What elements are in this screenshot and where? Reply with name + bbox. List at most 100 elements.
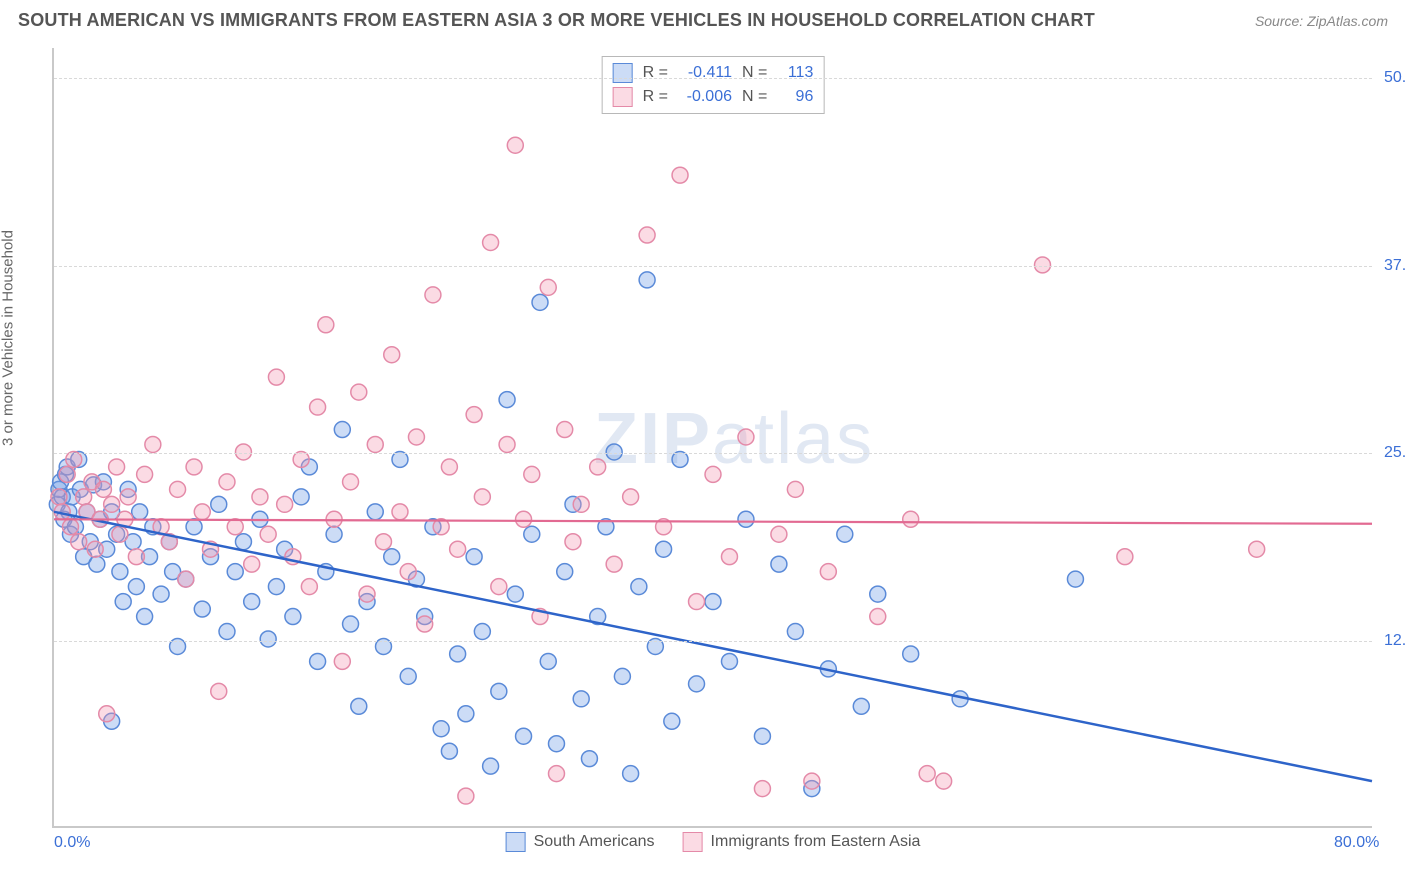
y-tick-label: 50.0% — [1384, 69, 1406, 87]
stat-n-value: 96 — [777, 85, 813, 109]
scatter-point — [260, 526, 276, 542]
scatter-point — [820, 564, 836, 580]
scatter-point — [441, 743, 457, 759]
scatter-point — [466, 407, 482, 423]
scatter-point — [804, 773, 820, 789]
scatter-point — [474, 489, 490, 505]
scatter-point — [754, 728, 770, 744]
scatter-point — [211, 683, 227, 699]
bottom-legend-item: South Americans — [506, 832, 655, 852]
scatter-point — [507, 137, 523, 153]
chart-title: SOUTH AMERICAN VS IMMIGRANTS FROM EASTER… — [18, 10, 1095, 31]
scatter-point — [548, 736, 564, 752]
scatter-point — [95, 481, 111, 497]
scatter-point — [672, 167, 688, 183]
scatter-point — [664, 713, 680, 729]
scatter-point — [573, 691, 589, 707]
stats-legend-row: R =-0.006N =96 — [613, 85, 814, 109]
scatter-point — [565, 534, 581, 550]
scatter-point — [771, 556, 787, 572]
scatter-point — [137, 609, 153, 625]
scatter-point — [458, 706, 474, 722]
scatter-point — [738, 429, 754, 445]
scatter-point — [89, 556, 105, 572]
scatter-point — [334, 422, 350, 438]
gridline — [54, 641, 1372, 642]
scatter-point — [483, 235, 499, 251]
scatter-point — [557, 422, 573, 438]
scatter-point — [120, 489, 136, 505]
scatter-point — [738, 511, 754, 527]
scatter-point — [219, 624, 235, 640]
scatter-point — [178, 571, 194, 587]
scatter-point — [919, 766, 935, 782]
scatter-point — [367, 437, 383, 453]
y-tick-label: 37.5% — [1384, 257, 1406, 275]
scatter-point — [903, 511, 919, 527]
legend-swatch — [613, 87, 633, 107]
scatter-point — [227, 564, 243, 580]
gridline — [54, 453, 1372, 454]
scatter-point — [112, 564, 128, 580]
legend-swatch — [613, 63, 633, 83]
stats-legend: R =-0.411N =113R =-0.006N =96 — [602, 56, 825, 114]
y-tick-label: 25.0% — [1384, 444, 1406, 462]
scatter-point — [458, 788, 474, 804]
scatter-point — [359, 586, 375, 602]
scatter-point — [400, 668, 416, 684]
scatter-point — [441, 459, 457, 475]
scatter-point — [499, 437, 515, 453]
scatter-point — [1067, 571, 1083, 587]
legend-swatch — [506, 832, 526, 852]
scatter-point — [334, 653, 350, 669]
scatter-point — [310, 653, 326, 669]
bottom-legend: South AmericansImmigrants from Eastern A… — [506, 832, 921, 852]
scatter-point — [252, 489, 268, 505]
scatter-point — [99, 706, 115, 722]
scatter-point — [1249, 541, 1265, 557]
scatter-point — [516, 728, 532, 744]
scatter-point — [376, 534, 392, 550]
scatter-point — [771, 526, 787, 542]
scatter-point — [170, 481, 186, 497]
scatter-point — [524, 526, 540, 542]
scatter-point — [557, 564, 573, 580]
stat-r-label: R = — [643, 85, 668, 109]
scatter-point — [268, 369, 284, 385]
scatter-point — [623, 489, 639, 505]
scatter-point — [614, 668, 630, 684]
scatter-point — [235, 534, 251, 550]
title-bar: SOUTH AMERICAN VS IMMIGRANTS FROM EASTER… — [0, 0, 1406, 37]
scatter-point — [87, 541, 103, 557]
scatter-point — [367, 504, 383, 520]
legend-label: South Americans — [534, 833, 655, 851]
scatter-point — [408, 429, 424, 445]
scatter-point — [285, 609, 301, 625]
scatter-point — [227, 519, 243, 535]
scatter-point — [59, 466, 75, 482]
scatter-point — [384, 347, 400, 363]
scatter-point — [581, 751, 597, 767]
scatter-point — [112, 526, 128, 542]
scatter-point — [540, 653, 556, 669]
scatter-point — [384, 549, 400, 565]
scatter-point — [211, 496, 227, 512]
scatter-point — [71, 534, 87, 550]
stat-r-value: -0.006 — [678, 85, 732, 109]
scatter-point — [639, 227, 655, 243]
scatter-point — [573, 496, 589, 512]
scatter-point — [115, 594, 131, 610]
scatter-point — [268, 579, 284, 595]
scatter-point — [450, 646, 466, 662]
scatter-point — [104, 496, 120, 512]
scatter-point — [153, 586, 169, 602]
scatter-point — [244, 594, 260, 610]
scatter-point — [903, 646, 919, 662]
scatter-point — [76, 489, 92, 505]
scatter-point — [466, 549, 482, 565]
stats-legend-row: R =-0.411N =113 — [613, 61, 814, 85]
scatter-point — [301, 579, 317, 595]
scatter-point — [343, 616, 359, 632]
scatter-point — [705, 594, 721, 610]
scatter-point — [656, 541, 672, 557]
